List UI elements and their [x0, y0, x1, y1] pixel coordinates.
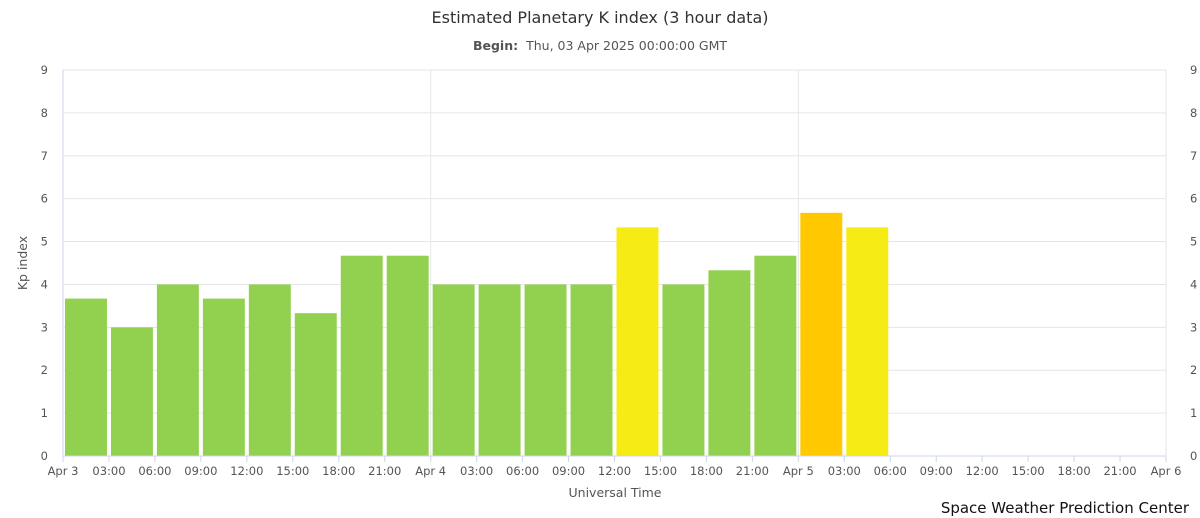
y-tick-label-right: 7	[1190, 149, 1197, 163]
kp-bar	[846, 227, 889, 456]
kp-bar	[432, 284, 475, 456]
bars	[65, 212, 889, 456]
kp-bar	[340, 255, 383, 456]
x-tick-label: 21:00	[1103, 464, 1136, 478]
x-tick-label: 09:00	[920, 464, 953, 478]
x-tick-label: 18:00	[322, 464, 355, 478]
axes: 0 0 1 1 2 2 3 3 4 4 5 5 6 6 7 7 8 8 9 9 Apr 3 03:00 06:00 09:00…	[41, 63, 1198, 478]
y-tick-label: 0	[41, 449, 48, 463]
y-tick-label-right: 4	[1190, 277, 1197, 291]
x-axis-title: Universal Time	[569, 485, 662, 500]
x-tick-label: 15:00	[276, 464, 309, 478]
x-tick-label: 12:00	[598, 464, 631, 478]
kp-bar	[616, 227, 659, 456]
y-tick-label: 1	[41, 406, 48, 420]
grid-lines	[63, 69, 1167, 457]
kp-bar	[294, 313, 337, 456]
y-tick-label-right: 6	[1190, 192, 1197, 206]
subtitle-value: Thu, 03 Apr 2025 00:00:00 GMT	[525, 38, 727, 53]
x-tick-label: 18:00	[1058, 464, 1091, 478]
kp-bar	[65, 298, 107, 456]
y-axis-title: Kp index	[15, 236, 30, 290]
y-tick-label-right: 8	[1190, 106, 1197, 120]
y-tick-label: 9	[41, 63, 48, 77]
x-tick-label: Apr 5	[783, 464, 814, 478]
y-tick-label-right: 1	[1190, 406, 1197, 420]
y-tick-label: 2	[41, 363, 48, 377]
y-tick-label: 6	[41, 192, 48, 206]
y-tick-label: 5	[41, 235, 48, 249]
kp-bar	[800, 212, 843, 456]
subtitle-label: Begin:	[473, 38, 518, 53]
kp-bar	[570, 284, 613, 456]
kp-bar	[662, 284, 705, 456]
y-tick-label-right: 0	[1190, 449, 1197, 463]
y-tick-label: 8	[41, 106, 48, 120]
x-tick-label: 09:00	[184, 464, 217, 478]
kp-bar	[524, 284, 567, 456]
chart-title: Estimated Planetary K index (3 hour data…	[432, 8, 769, 27]
x-tick-label: 21:00	[736, 464, 769, 478]
x-tick-label: 03:00	[828, 464, 861, 478]
x-tick-label: 06:00	[506, 464, 539, 478]
x-tick-label: 12:00	[966, 464, 999, 478]
y-tick-label-right: 2	[1190, 363, 1197, 377]
y-tick-label-right: 5	[1190, 235, 1197, 249]
x-tick-label: 18:00	[690, 464, 723, 478]
x-tick-label: Apr 6	[1151, 464, 1182, 478]
kp-bar	[248, 284, 291, 456]
x-tick-label: 12:00	[230, 464, 263, 478]
kp-bar	[156, 284, 199, 456]
x-tick-label: 21:00	[368, 464, 401, 478]
y-tick-label: 4	[41, 277, 48, 291]
credit-label: Space Weather Prediction Center	[941, 499, 1190, 517]
x-tick-label: Apr 4	[415, 464, 446, 478]
y-tick-label: 7	[41, 149, 48, 163]
x-tick-label: 03:00	[92, 464, 125, 478]
kp-bar	[708, 270, 751, 456]
kp-bar	[754, 255, 797, 456]
x-tick-label: 15:00	[644, 464, 677, 478]
y-tick-label-right: 3	[1190, 320, 1197, 334]
kp-bar	[386, 255, 429, 456]
y-tick-label-right: 9	[1190, 63, 1197, 77]
x-tick-label: 15:00	[1012, 464, 1045, 478]
chart-subtitle: Begin: Thu, 03 Apr 2025 00:00:00 GMT	[473, 38, 727, 53]
kp-bar	[110, 327, 153, 456]
x-tick-label: 06:00	[138, 464, 171, 478]
x-tick-label: 03:00	[460, 464, 493, 478]
x-tick-label: 06:00	[874, 464, 907, 478]
x-tick-label: Apr 3	[48, 464, 79, 478]
kp-bar	[202, 298, 245, 456]
kp-bar	[478, 284, 521, 456]
y-tick-label: 3	[41, 320, 48, 334]
x-tick-label: 09:00	[552, 464, 585, 478]
